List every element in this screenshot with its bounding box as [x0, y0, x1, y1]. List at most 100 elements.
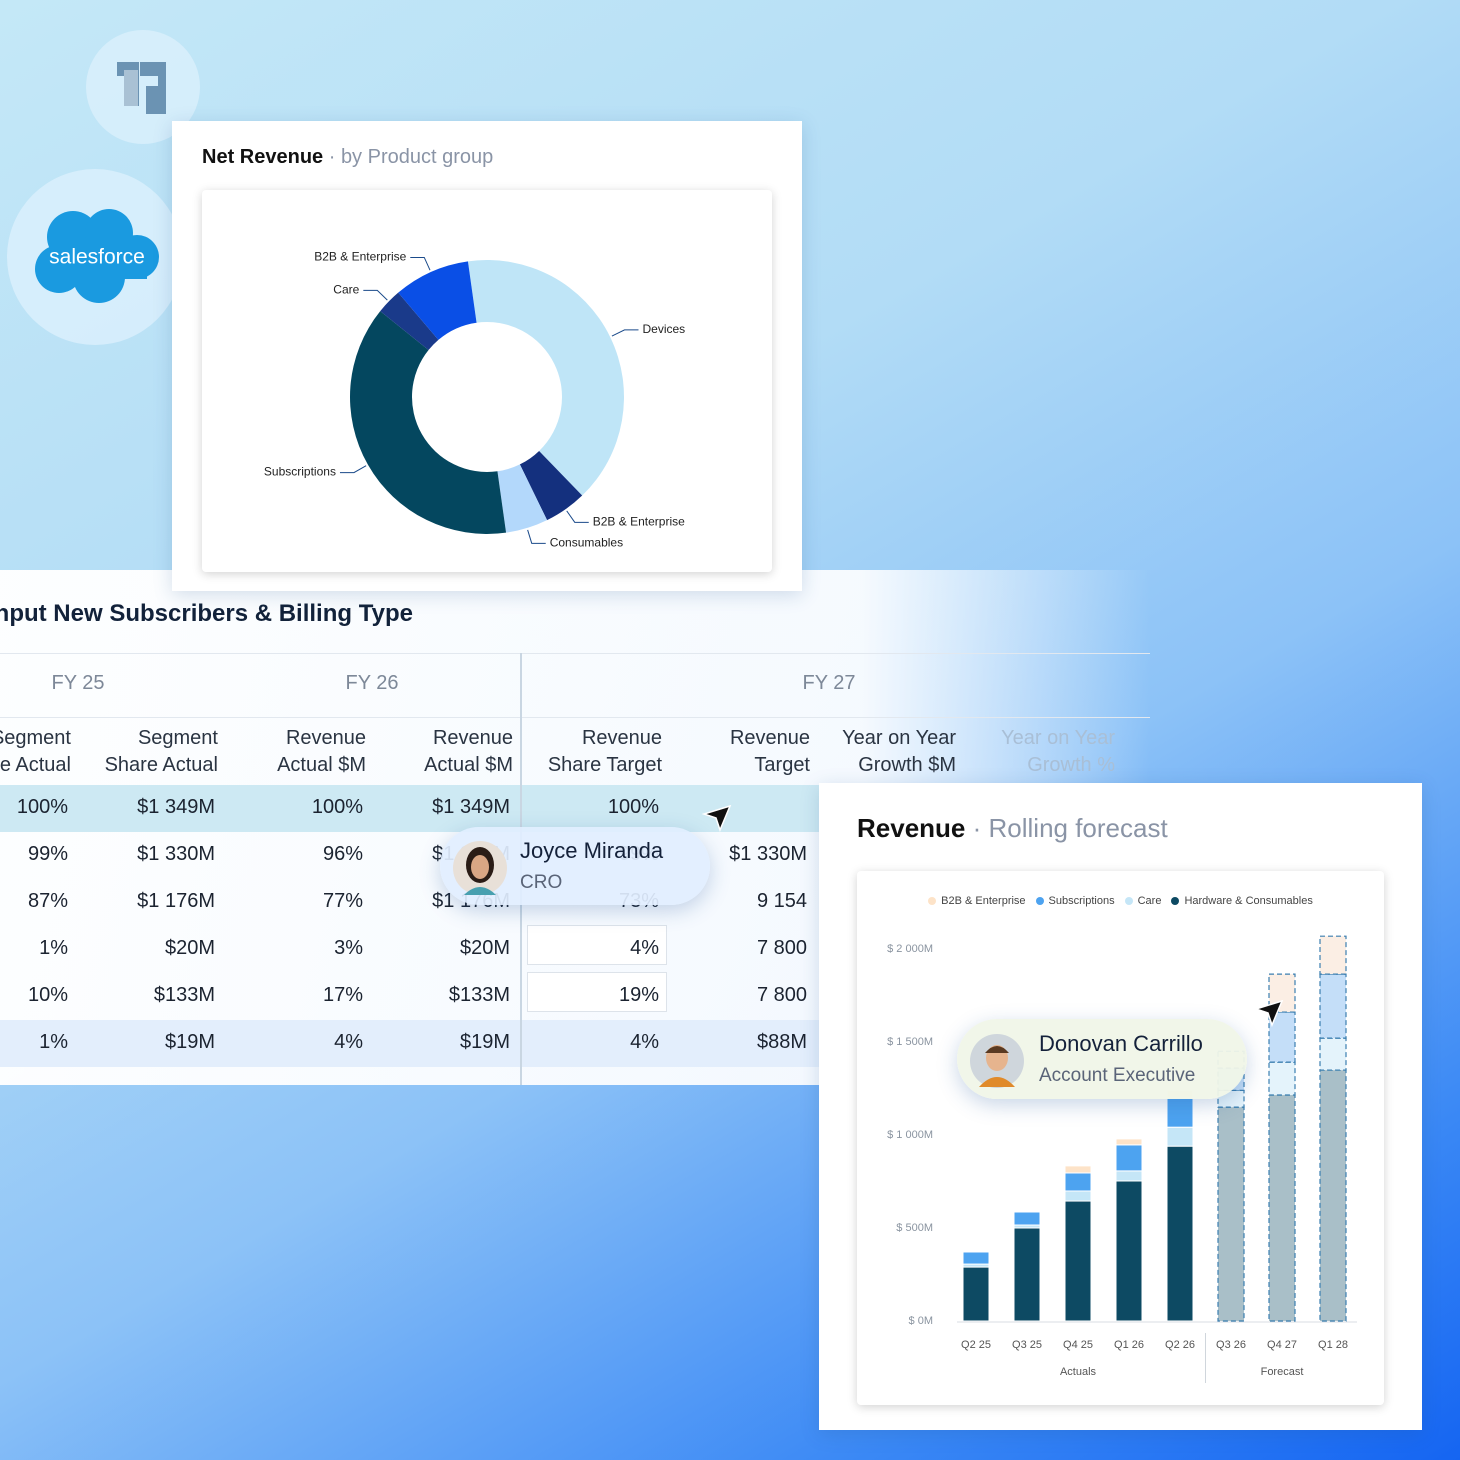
- column-header: Growth $M: [858, 754, 956, 776]
- x-group-label: Forecast: [1261, 1366, 1304, 1378]
- bar-segment: [1166, 1097, 1194, 1128]
- bar-segment: [1115, 1144, 1143, 1172]
- row-highlight: [0, 1020, 820, 1067]
- table-cell: 7 800: [756, 984, 807, 1006]
- legend: B2B & Enterprise Subscriptions Care Hardwar…: [857, 895, 1384, 907]
- slice-label: Subscriptions: [264, 465, 336, 479]
- bar-segment: [1013, 1211, 1041, 1226]
- logo-salesforce: salesforce: [7, 169, 183, 345]
- legend-swatch: [928, 897, 937, 905]
- table-cell: $88M: [756, 1031, 807, 1053]
- column-header: Year on Year: [1001, 727, 1115, 749]
- table-cell: $20M: [164, 937, 215, 959]
- table-cell: 100%: [16, 796, 68, 818]
- table-cell: $19M: [164, 1031, 215, 1053]
- table-cell: 77%: [322, 890, 363, 912]
- bar-segment: [1115, 1170, 1143, 1182]
- title: Revenue: [857, 813, 966, 843]
- column-header: Revenue: [285, 727, 366, 749]
- bar-segment: [1217, 1106, 1245, 1322]
- table-cell: 10%: [27, 984, 68, 1006]
- slice-label: Devices: [643, 322, 686, 336]
- logo-n-mark: [117, 62, 166, 114]
- column-header: Revenue: [581, 727, 662, 749]
- title: Net Revenue: [202, 146, 324, 168]
- bar-segment: [1115, 1138, 1143, 1146]
- legend-label: Subscriptions: [1048, 895, 1115, 907]
- y-tick-label: $ 500M: [896, 1222, 933, 1234]
- donut-slice: [350, 311, 507, 534]
- column-header: Year on Year: [842, 727, 956, 749]
- legend-label: B2B & Enterprise: [941, 895, 1026, 907]
- bar-segment: [1166, 1126, 1194, 1147]
- logo-n: [86, 30, 200, 144]
- leader-line: [527, 529, 546, 544]
- table-cell: $133M: [153, 984, 215, 1006]
- person-role: Account Executive: [1039, 1065, 1196, 1086]
- x-tick-label: Q4 25: [1063, 1339, 1093, 1351]
- table-cell: $19M: [459, 1031, 510, 1053]
- table-cell: $1 330M: [729, 843, 807, 865]
- y-tick-label: $ 0M: [909, 1315, 933, 1327]
- x-tick-label: Q3 25: [1012, 1339, 1042, 1351]
- table-cell: 87%: [27, 890, 68, 912]
- slice-label: B2B & Enterprise: [593, 515, 685, 529]
- legend-item: Care: [1124, 895, 1162, 907]
- column-header: Segment: [0, 727, 71, 749]
- table-cell: 99%: [27, 843, 68, 865]
- column-header: Growth %: [1027, 754, 1115, 776]
- donut-slice: [398, 261, 477, 340]
- table-cell: $1 330M: [137, 843, 215, 865]
- donut-card: Net Revenue · by Product group Devices B2…: [172, 121, 802, 591]
- table-cell: 1%: [39, 937, 68, 959]
- legend-swatch: [1171, 897, 1180, 905]
- group-header: FY 27: [802, 672, 856, 694]
- column-header: Share Target: [547, 754, 662, 776]
- table-cell: 4%: [334, 1031, 363, 1053]
- cursor: [701, 804, 732, 833]
- bar-segment: [1064, 1172, 1092, 1192]
- column-header: Actual $M: [277, 754, 366, 776]
- user-tag: Joyce Miranda CRO: [440, 827, 710, 905]
- legend-label: Hardware & Consumables: [1184, 895, 1313, 907]
- person-name: Donovan Carrillo: [1039, 1031, 1203, 1056]
- column-header: Segment: [137, 727, 218, 749]
- table-cell: 19%: [618, 984, 659, 1006]
- x-tick-label: Q3 26: [1216, 1339, 1246, 1351]
- leader-line: [339, 465, 367, 474]
- x-tick-label: Q1 26: [1114, 1339, 1144, 1351]
- table-cell: 7 800: [756, 937, 807, 959]
- revenue-title: Revenue · Rolling forecast: [857, 813, 1168, 843]
- leader-line: [410, 256, 431, 271]
- bar-segment: [962, 1266, 990, 1322]
- column-header: Target: [754, 754, 810, 776]
- avatar: [453, 841, 507, 895]
- table-cell: 4%: [630, 1031, 659, 1053]
- table-cell: 17%: [322, 984, 363, 1006]
- bar-segment: [1319, 1037, 1347, 1071]
- row-highlight: [0, 785, 820, 832]
- user-tag: Donovan Carrillo Account Executive: [957, 1019, 1247, 1099]
- subtitle: by Product group: [340, 146, 494, 168]
- x-tick-label: Q2 26: [1165, 1339, 1195, 1351]
- table-cell: 3%: [334, 937, 363, 959]
- bar-segment: [1166, 1145, 1194, 1322]
- table-cell: 100%: [311, 796, 363, 818]
- bar-segment: [1268, 1061, 1296, 1096]
- column-header: Share Actual: [0, 754, 71, 776]
- y-tick-label: $ 1 500M: [887, 1036, 933, 1048]
- revenue-card: Revenue · Rolling forecast B2B & Enterpr…: [819, 783, 1422, 1430]
- subtitle: Rolling forecast: [988, 813, 1168, 843]
- x-group-label: Actuals: [1060, 1366, 1097, 1378]
- bar-chart: $ 0M $ 500M $ 1 000M $ 1 500M $ 2 000M Q2 25 Q…: [887, 935, 1357, 1383]
- legend-item: Hardware & Consumables: [1171, 895, 1313, 907]
- table-cell: $1 349M: [432, 796, 510, 818]
- legend-label: Care: [1137, 895, 1162, 907]
- x-tick-label: Q4 27: [1267, 1339, 1297, 1351]
- y-tick-label: $ 1 000M: [887, 1129, 933, 1141]
- donut-chart: Devices B2B & Enterprise Consumables Subscr…: [264, 250, 686, 550]
- bar-segment: [1319, 973, 1347, 1039]
- donut-title: Net Revenue · by Product group: [202, 146, 494, 168]
- table-cell: 4%: [630, 937, 659, 959]
